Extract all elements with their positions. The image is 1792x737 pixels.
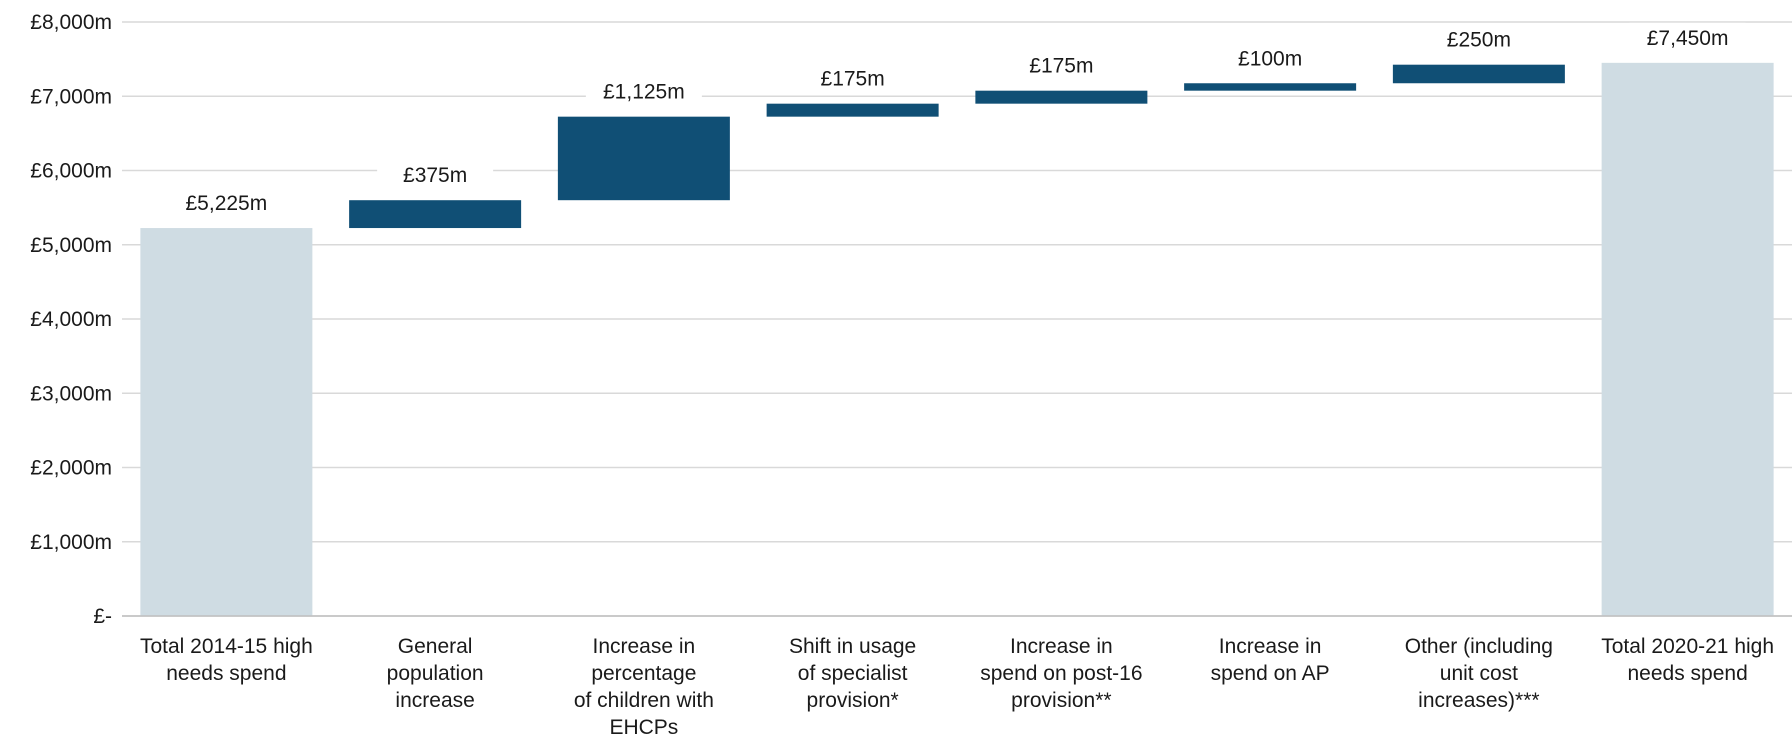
- data-label: £5,225m: [186, 192, 268, 215]
- data-label-background: [585, 76, 702, 107]
- y-tick-label: £8,000m: [30, 11, 112, 34]
- change-bar: [349, 200, 522, 229]
- data-label: £1,125m: [603, 81, 685, 104]
- category-label-line: unit cost: [1440, 662, 1518, 685]
- category-label-line: increase: [395, 689, 474, 712]
- data-label: £375m: [403, 164, 467, 187]
- category-label-line: provision**: [1011, 689, 1111, 712]
- category-label: Total 2014-15 high needs spend: [140, 635, 313, 685]
- category-label-line: Increase in: [1010, 635, 1113, 658]
- data-label-background: [377, 160, 494, 191]
- y-tick-label: £3,000m: [30, 382, 112, 405]
- data-label-background: [794, 63, 911, 94]
- y-axis: £- £1,000m £2,000m £3,000m £4,000m £5,000m £6,…: [30, 11, 112, 628]
- category-label: Total 2020-21 high needs spend: [1601, 635, 1774, 685]
- category-label: Increase in spend on post-16 provision**: [980, 635, 1142, 712]
- category-label-line: increases)***: [1418, 689, 1539, 712]
- category-label-line: Other (including: [1405, 635, 1553, 658]
- data-label: £175m: [821, 68, 885, 91]
- x-axis: Total 2014-15 high needs spend General popu…: [122, 615, 1792, 737]
- change-bar: [766, 103, 939, 117]
- category-label-line: population: [387, 662, 484, 685]
- change-bar: [557, 116, 730, 201]
- data-label: £7,450m: [1647, 27, 1729, 50]
- data-label-background: [1420, 24, 1537, 55]
- y-tick-label: £7,000m: [30, 85, 112, 108]
- category-label-line: needs spend: [166, 662, 286, 685]
- data-label-background: [1629, 22, 1746, 53]
- category-label-line: Total 2020-21 high: [1601, 635, 1774, 658]
- category-label-line: of specialist: [798, 662, 908, 685]
- y-tick-label: £1,000m: [30, 531, 112, 554]
- category-label-line: Shift in usage: [789, 635, 916, 658]
- total-bar: [140, 228, 313, 616]
- change-bar: [1184, 83, 1357, 91]
- y-tick-label: £4,000m: [30, 308, 112, 331]
- data-label: £100m: [1238, 47, 1302, 70]
- data-label-background: [1003, 50, 1120, 81]
- category-label-line: spend on AP: [1211, 662, 1330, 685]
- category-label-line: EHCPs: [609, 716, 678, 737]
- change-bar: [1392, 64, 1565, 84]
- data-label-background: [168, 188, 285, 219]
- y-tick-label: £-: [93, 605, 112, 628]
- y-tick-label: £5,000m: [30, 234, 112, 257]
- data-label: £250m: [1447, 29, 1511, 52]
- gridlines: [122, 21, 1792, 617]
- total-bar: [1601, 62, 1774, 616]
- category-label-line: percentage: [591, 662, 696, 685]
- category-label: Other (including unit cost increases)***: [1405, 635, 1553, 712]
- data-labels: £5,225m £375m £1,125m £175m £175m £100m £250m £…: [168, 22, 1746, 219]
- category-label-line: General: [398, 635, 473, 658]
- data-label-background: [1212, 43, 1329, 74]
- category-label-line: spend on post-16: [980, 662, 1142, 685]
- category-label: Shift in usage of specialist provision*: [789, 635, 916, 712]
- category-label-line: needs spend: [1627, 662, 1747, 685]
- data-label: £175m: [1029, 55, 1093, 78]
- category-label: General population increase: [387, 635, 484, 712]
- category-label-line: Increase in: [1219, 635, 1322, 658]
- category-label: Increase in percentage of children with EHC…: [574, 635, 714, 737]
- y-tick-label: £6,000m: [30, 160, 112, 183]
- category-label-line: provision*: [807, 689, 899, 712]
- y-tick-label: £2,000m: [30, 457, 112, 480]
- category-label: Increase in spend on AP: [1211, 635, 1330, 685]
- category-label-line: Increase in: [593, 635, 696, 658]
- category-label-line: Total 2014-15 high: [140, 635, 313, 658]
- bars: [140, 62, 1774, 616]
- change-bar: [975, 90, 1148, 104]
- category-label-line: of children with: [574, 689, 714, 712]
